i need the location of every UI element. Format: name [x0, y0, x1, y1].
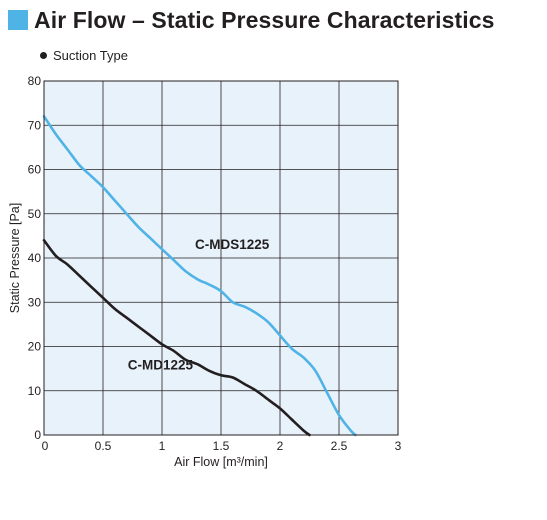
- y-tick-label-0: 0: [34, 428, 41, 442]
- x-tick-label-5: 2.5: [331, 439, 348, 453]
- y-tick-label-1: 10: [28, 384, 42, 398]
- x-tick-label-3: 1.5: [213, 439, 230, 453]
- series-line-c-md1225: [42, 239, 311, 437]
- y-tick-labels: 0 10 20 30 40 50 60 70 80: [28, 74, 42, 442]
- series-line-c-mds1225: [42, 115, 357, 437]
- y-axis-label: Static Pressure [Pa]: [8, 203, 22, 313]
- title-square-icon: [8, 10, 28, 30]
- plot-frame: [43, 80, 399, 436]
- y-tick-label-7: 70: [28, 118, 42, 132]
- y-tick-label-5: 50: [28, 207, 42, 221]
- x-tick-label-1: 0.5: [95, 439, 112, 453]
- x-axis-label: Air Flow [m³/min]: [174, 455, 268, 469]
- x-tick-label-6: 3: [395, 439, 402, 453]
- y-tick-label-2: 20: [28, 340, 42, 354]
- series-label-c-md1225: C-MD1225: [128, 358, 194, 373]
- y-tick-label-4: 40: [28, 251, 42, 265]
- x-tick-label-4: 2: [277, 439, 284, 453]
- chart-subtitle: Suction Type: [53, 47, 128, 63]
- x-tick-labels: 0 0.5 1 1.5 2 2.5 3: [42, 439, 402, 453]
- y-tick-label-6: 60: [28, 163, 42, 177]
- y-tick-label-3: 30: [28, 295, 42, 309]
- series-labels: C-MDS1225 C-MD1225: [128, 237, 270, 372]
- bullet-icon: [40, 51, 47, 59]
- x-tick-label-2: 1: [159, 439, 166, 453]
- page-title: Air Flow – Static Pressure Characteristi…: [34, 6, 495, 33]
- curves: [42, 115, 357, 437]
- series-label-c-mds1225: C-MDS1225: [195, 237, 270, 252]
- title-row: Air Flow – Static Pressure Characteristi…: [8, 6, 495, 34]
- subtitle-row: Suction Type: [40, 46, 128, 64]
- x-tick-label-0: 0: [42, 439, 49, 453]
- y-tick-label-8: 80: [28, 74, 42, 88]
